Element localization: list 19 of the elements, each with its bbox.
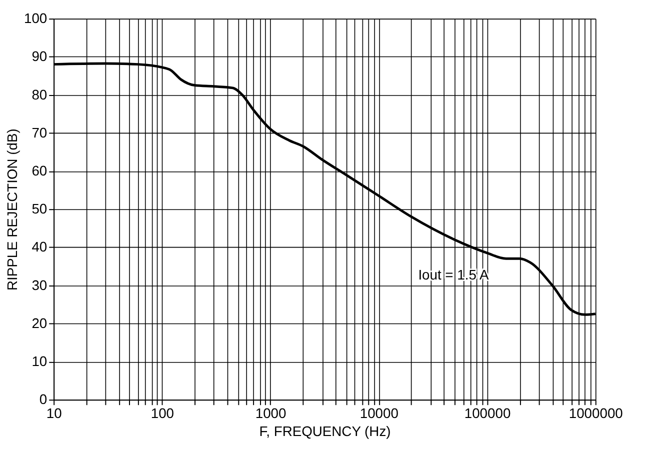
y-tick-label: 80 bbox=[32, 86, 48, 102]
y-tick-label: 0 bbox=[39, 391, 48, 408]
x-tick-label: 10 bbox=[46, 404, 62, 421]
y-tick-label: 50 bbox=[32, 200, 48, 217]
x-tick-label: 100000 bbox=[464, 404, 511, 421]
x-axis-title: F, FREQUENCY (Hz) bbox=[259, 422, 391, 439]
y-tick-label: 20 bbox=[32, 314, 48, 331]
y-axis-title: RIPPLE REJECTION (dB) bbox=[4, 128, 20, 291]
y-tick-label: 40 bbox=[32, 238, 48, 255]
x-tick-label: 10000 bbox=[360, 404, 399, 421]
y-tick-label: 10 bbox=[32, 352, 48, 369]
x-tick-label: 100 bbox=[150, 404, 174, 421]
y-tick-label: 90 bbox=[32, 48, 48, 64]
y-tick-label: 100 bbox=[24, 10, 48, 26]
y-tick-label: 70 bbox=[32, 124, 48, 140]
y-tick-label: 60 bbox=[32, 162, 48, 178]
x-tick-label: 1000 bbox=[255, 404, 287, 421]
x-tick-label: 1000000 bbox=[568, 404, 624, 421]
y-tick-label: 30 bbox=[32, 276, 48, 293]
